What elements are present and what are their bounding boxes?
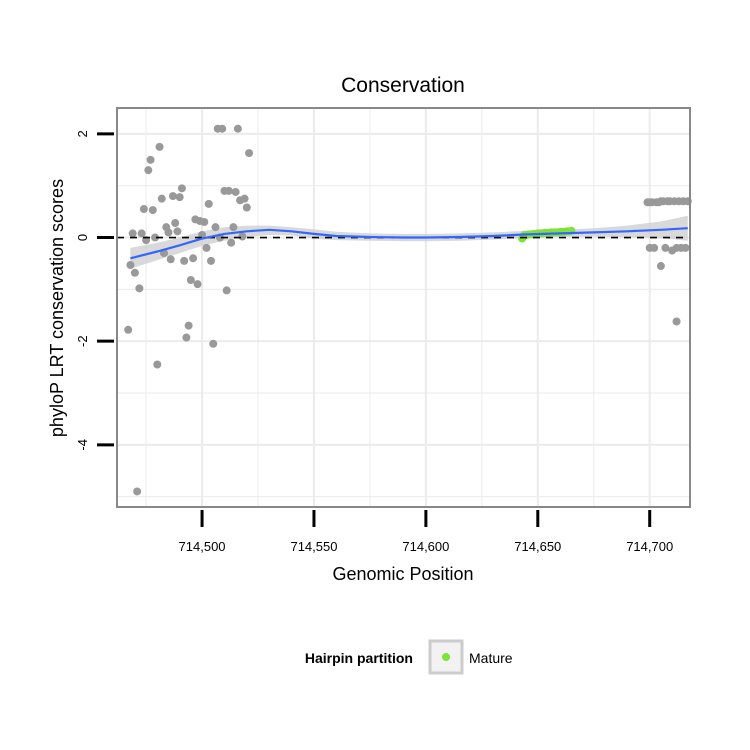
data-point-other (135, 284, 144, 293)
data-point-other (650, 243, 659, 252)
points-other-series (124, 124, 692, 496)
data-point-other (242, 203, 251, 212)
data-point-other (231, 187, 240, 196)
data-point-other (146, 155, 155, 164)
data-point-other (124, 325, 133, 334)
data-point-other (204, 199, 213, 208)
data-point-other (207, 256, 216, 265)
smooth-trend-line (130, 227, 688, 260)
data-point-other (144, 166, 153, 175)
data-point-other (202, 243, 211, 252)
y-tick-label: -4 (75, 439, 90, 451)
data-point-other (139, 205, 148, 214)
data-point-other (189, 254, 198, 263)
x-tick-label: 714,650 (514, 539, 561, 554)
data-point-other (193, 280, 202, 289)
legend-mature-dot-icon (442, 653, 450, 661)
data-point-other (672, 317, 681, 326)
legend-title: Hairpin partition (305, 650, 413, 666)
panel-border (116, 107, 691, 508)
chart-title: Conservation (341, 74, 465, 97)
data-point-other (133, 487, 142, 496)
y-tick-label: -2 (75, 335, 90, 347)
data-point-other (186, 276, 195, 285)
y-tick-label: 0 (75, 234, 90, 241)
data-point-other (137, 229, 146, 238)
legend: Hairpin partition Mature (305, 639, 513, 675)
x-tick-label: 714,700 (626, 539, 673, 554)
data-point-other (126, 261, 135, 270)
data-point-other (184, 321, 193, 330)
panel-background (117, 108, 690, 507)
data-point-other (148, 206, 157, 215)
grid-lines (117, 108, 690, 507)
data-point-other (177, 184, 186, 193)
data-point-other (155, 142, 164, 151)
y-tick-label: 2 (75, 130, 90, 137)
data-point-other (151, 233, 160, 242)
data-point-other (209, 339, 218, 348)
data-point-other (157, 194, 166, 203)
data-point-other (240, 194, 249, 203)
data-point-other (229, 223, 238, 232)
x-axis-title: Genomic Position (332, 564, 473, 584)
data-point-other (182, 333, 191, 342)
data-point-other (661, 243, 670, 252)
data-point-other (171, 219, 180, 228)
data-point-other (128, 229, 137, 238)
legend-label-mature: Mature (469, 650, 513, 666)
data-point-other (211, 223, 220, 232)
data-point-other (180, 256, 189, 265)
data-point-other (168, 192, 177, 201)
data-point-other (224, 186, 233, 195)
data-point-other (218, 124, 227, 133)
data-point-other (245, 149, 254, 158)
data-point-other (222, 286, 231, 295)
data-point-other (656, 262, 665, 271)
y-axis: 2 0 -2 -4 (75, 130, 114, 451)
data-point-other (200, 218, 209, 226)
data-point-other (164, 228, 173, 237)
y-axis-title: phyloP LRT conservation scores (47, 179, 67, 437)
data-point-other (238, 232, 247, 241)
x-tick-label: 714,600 (402, 539, 449, 554)
data-point-other (233, 124, 242, 133)
x-axis: 714,500 714,550 714,600 714,650 714,700 (179, 510, 673, 554)
data-point-other (130, 268, 139, 277)
plot-panel (116, 107, 692, 508)
data-point-other (681, 243, 690, 252)
data-point-other (227, 238, 236, 247)
data-point-other (153, 360, 162, 369)
data-point-other (166, 255, 175, 264)
x-tick-label: 714,500 (179, 539, 226, 554)
x-tick-label: 714,550 (290, 539, 337, 554)
data-point-other (173, 227, 182, 236)
data-point-other (175, 193, 184, 202)
